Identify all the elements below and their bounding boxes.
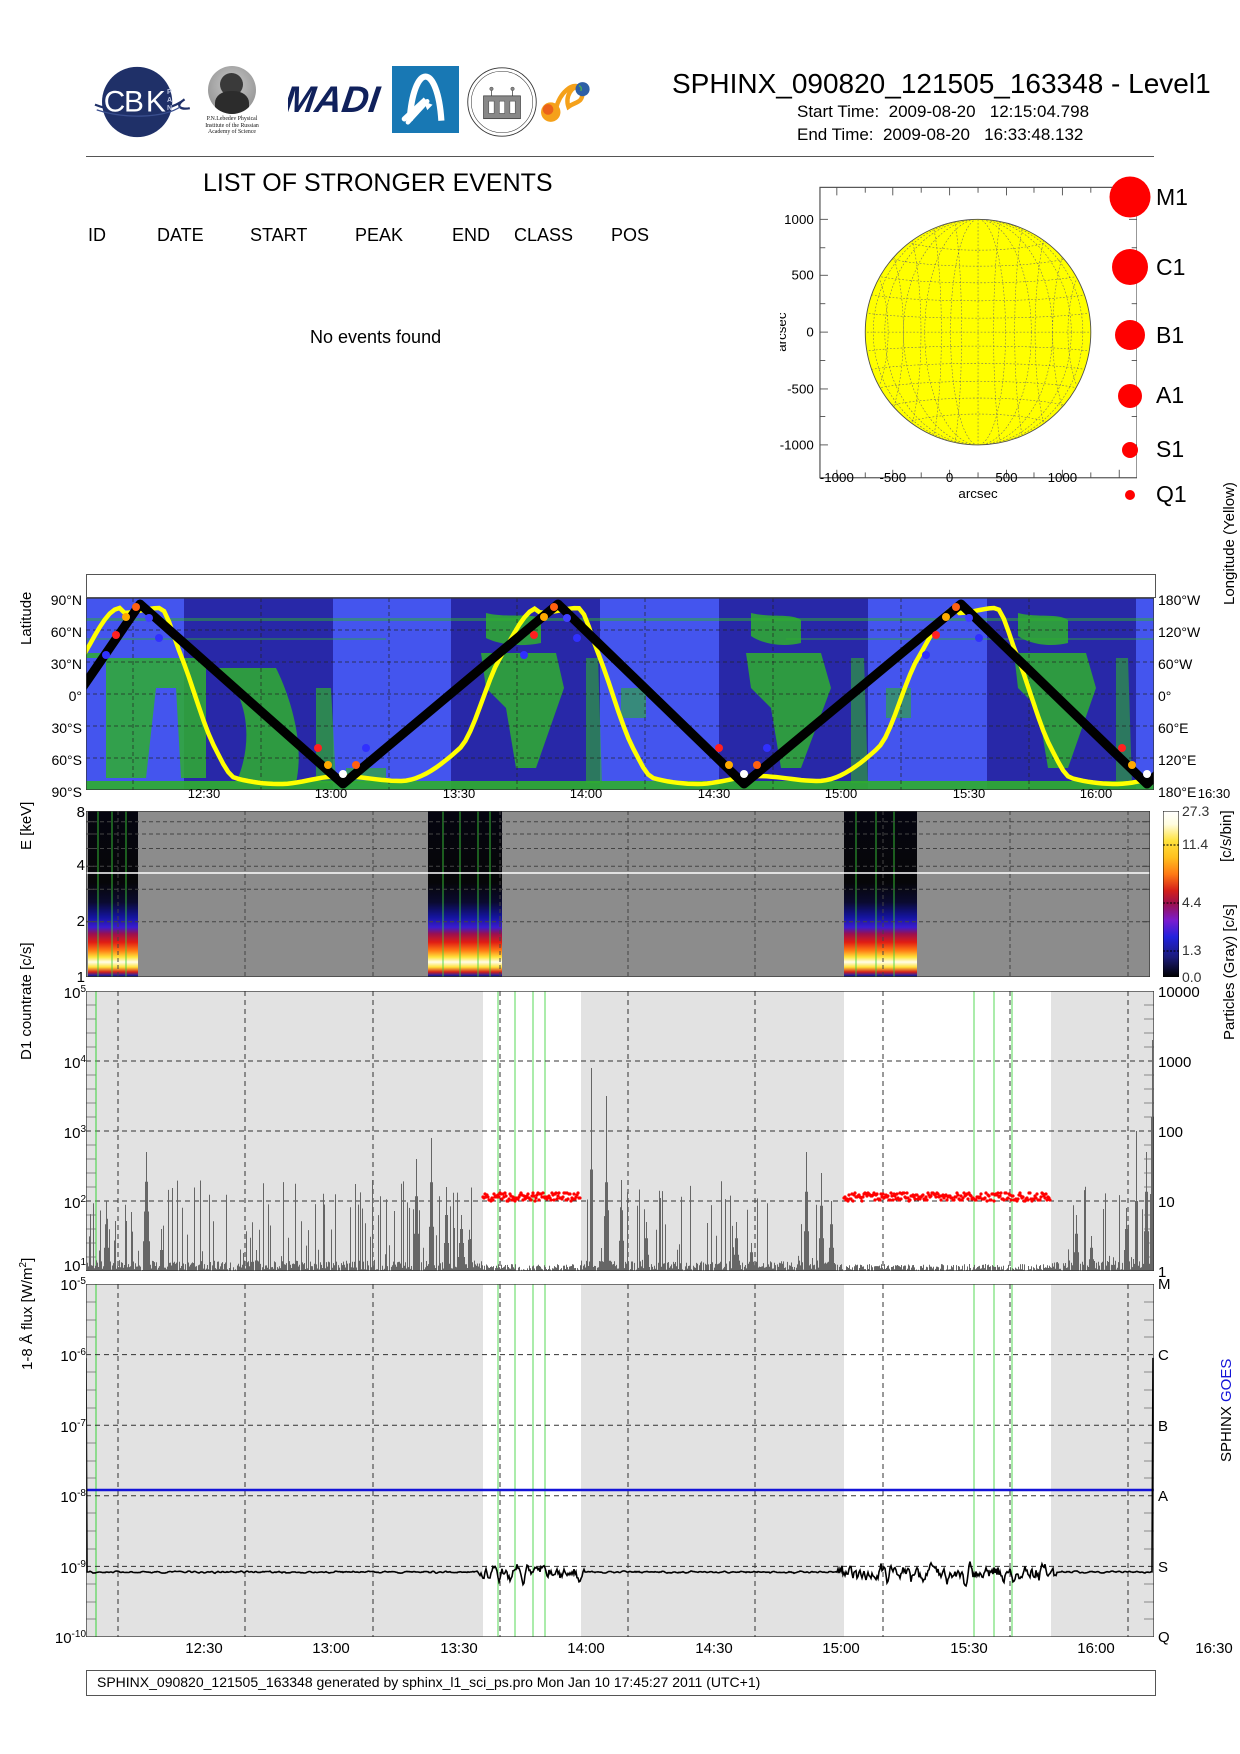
svg-text:-500: -500 [787,381,814,396]
svg-text:MADI: MADI [288,78,383,120]
svg-text:500: 500 [995,470,1017,485]
svg-text:S1: S1 [1156,436,1184,462]
svg-text:B1: B1 [1156,322,1184,348]
svg-text:A: A [167,97,172,104]
svg-text:Q1: Q1 [1156,481,1187,507]
svg-text:C: C [104,86,126,119]
svg-text:-1000: -1000 [780,437,814,452]
svg-text:500: 500 [792,268,814,283]
svg-text:K: K [146,86,166,119]
svg-text:1000: 1000 [784,212,814,227]
svg-text:N: N [167,105,172,112]
svg-text:C1: C1 [1156,254,1185,280]
svg-text:P: P [167,89,172,96]
svg-text:-1000: -1000 [820,470,854,485]
svg-text:M1: M1 [1156,184,1188,210]
svg-text:1000: 1000 [1048,470,1078,485]
svg-text:0: 0 [806,325,813,340]
svg-text:0: 0 [946,470,953,485]
svg-text:arcsec: arcsec [958,486,998,501]
svg-text:arcsec: arcsec [780,312,789,352]
svg-text:A1: A1 [1156,382,1184,408]
svg-text:-500: -500 [879,470,906,485]
svg-text:B: B [124,86,144,119]
